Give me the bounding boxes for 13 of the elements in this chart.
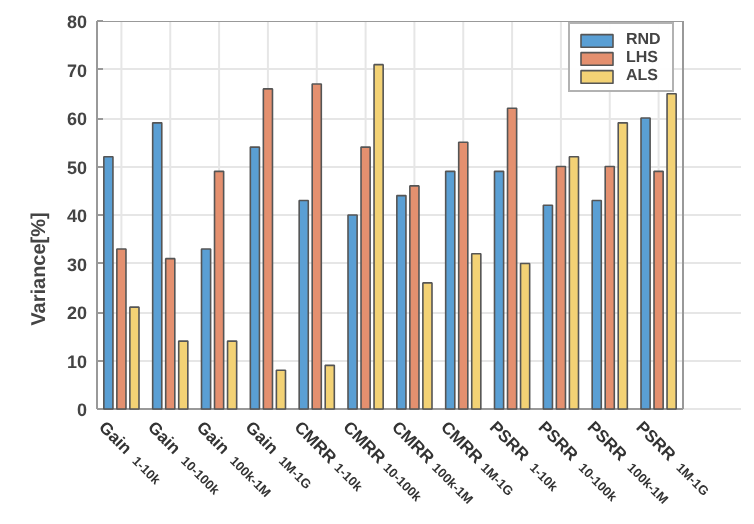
y-tick-label: 40	[66, 206, 88, 226]
y-axis-title: Variance[%]	[28, 212, 51, 326]
y-tick-label: 60	[66, 109, 88, 129]
legend-label: LHS	[626, 48, 660, 66]
legend-label: RND	[626, 30, 663, 48]
y-tick-label: 80	[66, 12, 88, 32]
y-tick-label: 70	[66, 60, 88, 81]
y-tick-label: 20	[66, 303, 88, 323]
y-tick-label: 50	[66, 157, 88, 178]
y-tick-label: 0	[76, 400, 88, 420]
y-tick-label: 30	[66, 254, 88, 275]
y-tick-label: 10	[66, 351, 88, 372]
legend-label: ALS	[626, 66, 660, 84]
